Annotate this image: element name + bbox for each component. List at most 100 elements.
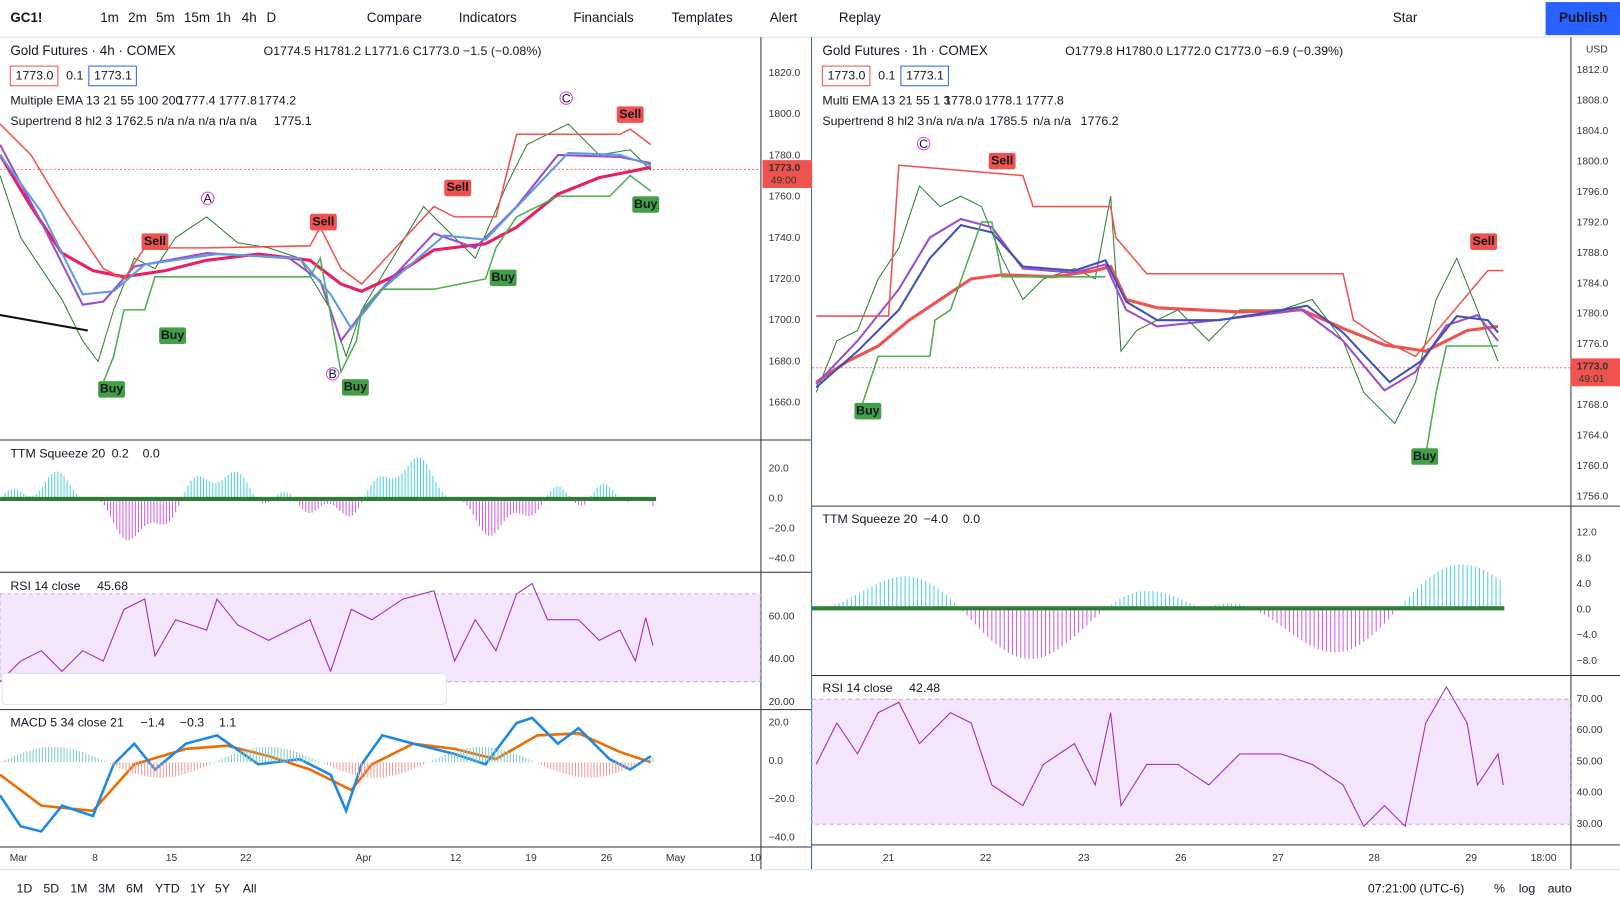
toolbar-button[interactable]: Replay — [839, 10, 881, 25]
indicator-value: 1785.5 — [990, 114, 1028, 128]
toolbar — [0, 0, 1620, 38]
range-button[interactable]: 3M — [98, 882, 115, 896]
axis-label: 1720.0 — [769, 274, 801, 285]
axis-label: 1760.0 — [1577, 461, 1609, 472]
time-label: 26 — [601, 853, 613, 864]
axis-label: 1700.0 — [769, 315, 801, 326]
auto-toggle[interactable]: auto — [1548, 882, 1572, 896]
right-price-lines — [815, 164, 1504, 455]
time-label: 27 — [1272, 853, 1284, 864]
signal-label: Buy — [161, 328, 184, 342]
signal-badge — [1470, 233, 1498, 250]
interval-button[interactable]: 4h — [242, 10, 257, 25]
range-button[interactable]: 1D — [17, 882, 33, 896]
star-button[interactable]: Star — [1393, 10, 1418, 25]
publish-button[interactable] — [1545, 2, 1620, 36]
time-label: 21 — [883, 853, 895, 864]
signal-badge — [854, 402, 882, 420]
range-button[interactable]: 1M — [70, 882, 87, 896]
axis-label: 1800.0 — [769, 109, 801, 120]
wave-circle — [200, 191, 215, 206]
wave-circle — [559, 91, 573, 105]
axis-label: 1788.0 — [1577, 248, 1609, 259]
axis-label: 1780.0 — [1577, 309, 1609, 320]
indicator-label: Supertrend 8 hl2 3 — [10, 114, 112, 128]
time-label: 28 — [1368, 853, 1380, 864]
axis-label: 1820.0 — [769, 68, 801, 79]
axis-label: 1660.0 — [769, 398, 801, 409]
bid-box — [821, 65, 871, 87]
signal-label: Buy — [100, 382, 123, 396]
step: 0.1 — [66, 69, 83, 83]
bid-box — [9, 65, 59, 87]
signal-badge — [632, 196, 660, 213]
indicator-value: 1776.2 — [1081, 114, 1119, 128]
axis-label: 1780.0 — [769, 150, 801, 161]
price-tag-timer: 49:00 — [771, 175, 797, 186]
interval-button[interactable]: 5m — [156, 10, 175, 25]
bid: 1773.0 — [828, 69, 866, 83]
drawing-toolbar[interactable] — [1, 672, 447, 705]
publish-label: Publish — [1559, 10, 1607, 25]
signal-label: Sell — [144, 234, 166, 248]
signal-label: Buy — [491, 270, 514, 284]
toolbar-button[interactable]: Templates — [672, 10, 733, 25]
signal-label: Sell — [991, 153, 1013, 167]
toolbar-button[interactable]: Financials — [573, 10, 634, 25]
axis-label: −40.0 — [769, 554, 795, 565]
clock: 07:21:00 (UTC-6) — [1368, 882, 1464, 896]
range-button[interactable]: YTD — [155, 882, 180, 896]
time-label: 19 — [525, 853, 537, 864]
toolbar-button[interactable]: Compare — [367, 10, 422, 25]
axis-label: −8.0 — [1577, 656, 1598, 667]
interval-button[interactable]: 15m — [184, 10, 210, 25]
interval-button[interactable]: 1m — [100, 10, 119, 25]
time-label: Apr — [356, 853, 373, 864]
axis-label: 1804.0 — [1577, 126, 1609, 137]
axis-label: 0.0 — [1577, 605, 1592, 616]
range-button[interactable]: All — [243, 882, 257, 896]
rsi-band — [0, 593, 761, 683]
ask-box — [900, 65, 949, 87]
toolbar-button[interactable]: Alert — [770, 10, 798, 25]
signal-badge — [1411, 448, 1439, 465]
macd-lines — [0, 716, 652, 833]
range-button[interactable]: 6M — [126, 882, 143, 896]
time-label: 8 — [92, 853, 98, 864]
time-label: 23 — [1078, 853, 1090, 864]
indicator-value: 1775.1 — [274, 114, 312, 128]
toolbar-button[interactable]: Indicators — [459, 10, 517, 25]
ask: 1773.1 — [94, 69, 132, 83]
percent-toggle[interactable]: % — [1494, 882, 1505, 896]
indicator-label: Supertrend 8 hl2 3 — [822, 114, 924, 128]
pane-title: Gold Futures · 1h · COMEX — [822, 43, 987, 58]
axis-label: −20.0 — [769, 794, 795, 805]
time-label: May — [666, 853, 686, 864]
currency: USD — [1586, 44, 1608, 55]
signal-badge — [489, 269, 517, 287]
rsi-band — [811, 698, 1571, 825]
interval-button[interactable]: 1h — [216, 10, 231, 25]
interval-button[interactable]: D — [267, 10, 277, 25]
log-toggle[interactable]: log — [1519, 882, 1536, 896]
ask: 1773.1 — [906, 69, 944, 83]
time-label: 29 — [1465, 853, 1477, 864]
axis-label: 20.0 — [769, 464, 789, 475]
signal-badge — [98, 381, 126, 398]
indicator-value: 1777.8 — [1026, 93, 1064, 107]
time-label: 22 — [980, 853, 992, 864]
time-label: 10 — [749, 853, 761, 864]
signal-badge — [159, 327, 186, 344]
range-button[interactable]: 5D — [43, 882, 59, 896]
axis-label: 40.00 — [769, 654, 795, 665]
range-button[interactable]: 5Y — [215, 882, 230, 896]
axis-label: 1760.0 — [769, 192, 801, 203]
time-label: 12 — [450, 853, 462, 864]
interval-button[interactable]: 2m — [128, 10, 147, 25]
indicator-value: 0.0 — [963, 512, 980, 526]
indicator-value: −0.3 — [180, 715, 205, 729]
pane-title: Gold Futures · 4h · COMEX — [10, 43, 175, 58]
indicator-value: 0.2 — [112, 447, 129, 461]
range-button[interactable]: 1Y — [190, 882, 205, 896]
